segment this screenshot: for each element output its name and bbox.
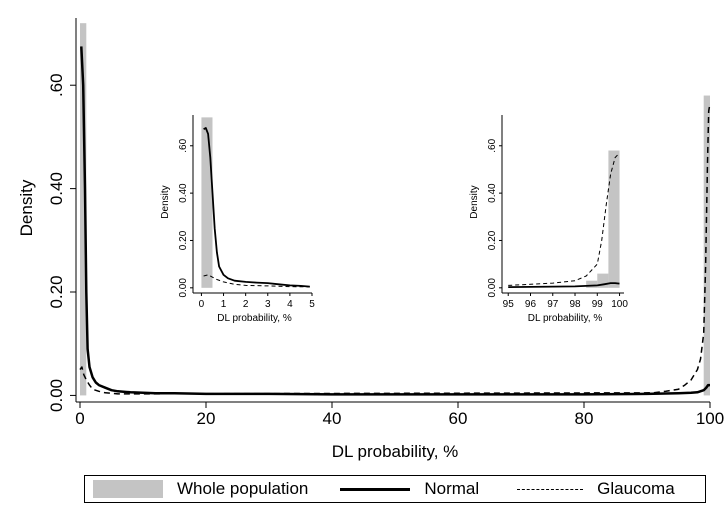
inset-right-x-tick-label: 96 bbox=[525, 299, 537, 310]
inset-left-y-tick-label: 0.40 bbox=[178, 183, 189, 203]
inset-left-x-tick-label: 0 bbox=[199, 299, 205, 310]
main-y-tick-label: 0.00 bbox=[47, 379, 66, 412]
inset-right-x-tick-label: 97 bbox=[547, 299, 559, 310]
inset-left-normal-line bbox=[203, 127, 310, 288]
main-x-axis-title: DL probability, % bbox=[332, 442, 459, 461]
main-x-tick-label: 40 bbox=[323, 409, 342, 428]
legend-item-normal: Normal bbox=[308, 479, 479, 499]
inset-right-y-tick-label: 0.20 bbox=[487, 230, 498, 250]
inset-right-x-tick-label: 98 bbox=[569, 299, 581, 310]
inset-left-glaucoma-line bbox=[203, 274, 310, 288]
inset-right-histogram-bar-0 bbox=[586, 280, 598, 288]
legend-item-whole-population: Whole population bbox=[85, 479, 308, 499]
main-x-tick-label: 0 bbox=[75, 409, 84, 428]
inset-right-x-axis-title: DL probability, % bbox=[528, 313, 603, 324]
inset-left-x-tick-label: 1 bbox=[221, 299, 227, 310]
main-x-tick-label: 60 bbox=[449, 409, 468, 428]
inset-left-x-tick-label: 4 bbox=[287, 299, 293, 310]
legend-label: Normal bbox=[424, 479, 480, 498]
inset-left-histogram-bar-0 bbox=[201, 117, 213, 288]
inset-right-x-tick-label: 99 bbox=[592, 299, 604, 310]
main-glaucoma-line bbox=[79, 103, 711, 395]
legend-swatch-dashed-line bbox=[517, 488, 584, 490]
main-y-tick-label: 0.40 bbox=[47, 172, 66, 205]
inset-left-y-axis-title: Density bbox=[160, 185, 171, 218]
main-x-tick-label: 100 bbox=[696, 409, 724, 428]
inset-right-y-tick-label: 0.00 bbox=[487, 278, 498, 298]
inset-left-y-tick-label: 0.20 bbox=[178, 230, 189, 250]
main-normal-line bbox=[80, 46, 710, 396]
inset-left-x-tick-label: 2 bbox=[243, 299, 249, 310]
inset-left-x-axis-title: DL probability, % bbox=[217, 313, 292, 324]
main-x-tick-label: 80 bbox=[575, 409, 594, 428]
inset-right-y-tick-label: 0.40 bbox=[487, 183, 498, 203]
legend: Whole population Normal Glaucoma bbox=[84, 475, 706, 503]
inset-right-glaucoma-line bbox=[508, 152, 620, 286]
main-y-axis-title: Density bbox=[17, 179, 36, 236]
main-histogram-bar-1 bbox=[703, 95, 710, 396]
main-histogram-bar-0 bbox=[80, 23, 87, 396]
inset-left-x-tick-label: 3 bbox=[265, 299, 271, 310]
inset-left-y-tick-label: 0.00 bbox=[178, 278, 189, 298]
inset-left-x-tick-label: 5 bbox=[309, 299, 315, 310]
inset-right-normal-line bbox=[508, 282, 620, 288]
main-x-tick-label: 20 bbox=[197, 409, 216, 428]
inset-right-y-tick-label: .60 bbox=[487, 138, 498, 152]
inset-right-x-tick-label: 100 bbox=[611, 299, 628, 310]
inset-right-histogram-bar-1 bbox=[597, 273, 609, 288]
inset-right-histogram-bar-2 bbox=[608, 150, 620, 288]
main-y-tick-label: 0.20 bbox=[47, 275, 66, 308]
legend-item-glaucoma: Glaucoma bbox=[479, 479, 675, 499]
legend-swatch-solid-line bbox=[340, 487, 411, 491]
inset-right-x-tick-label: 95 bbox=[503, 299, 515, 310]
main-y-tick-label: .60 bbox=[47, 73, 66, 97]
inset-right-y-axis-title: Density bbox=[469, 185, 480, 218]
inset-left-y-tick-label: .60 bbox=[178, 138, 189, 152]
legend-label: Whole population bbox=[177, 479, 309, 498]
legend-swatch-gray-fill bbox=[93, 480, 163, 498]
legend-label: Glaucoma bbox=[597, 479, 675, 498]
